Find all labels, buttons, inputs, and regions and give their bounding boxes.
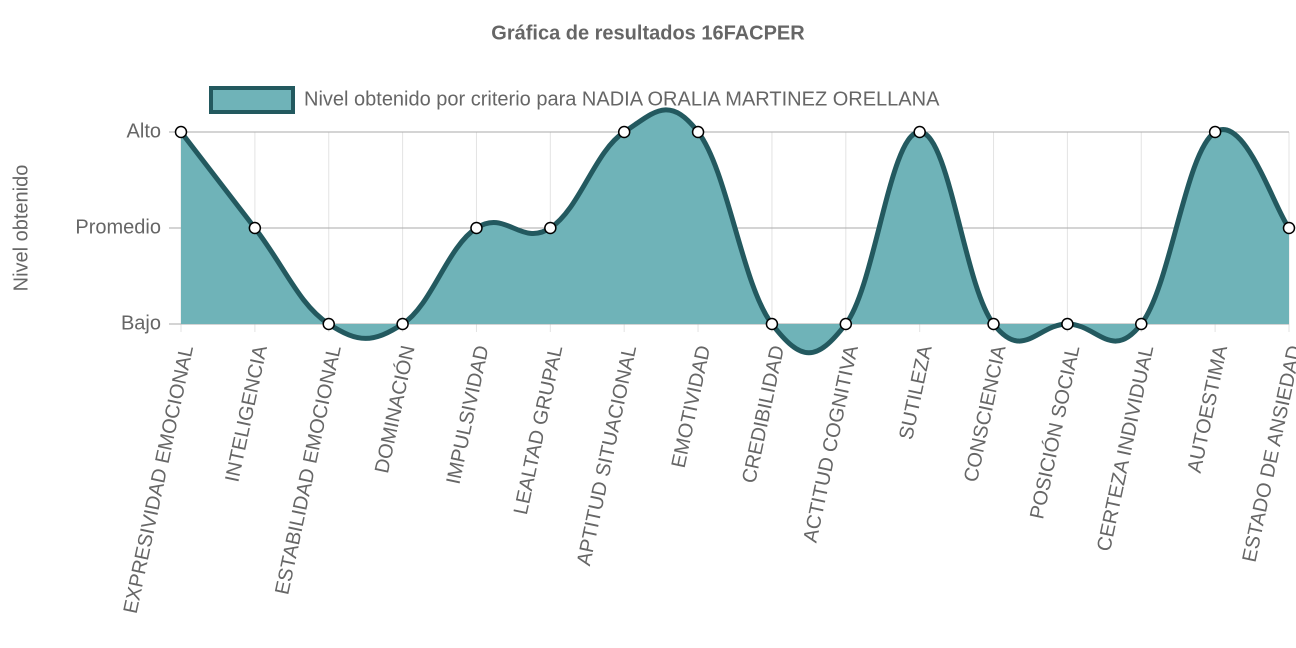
point <box>1135 317 1148 331</box>
point <box>987 317 1000 331</box>
point <box>470 221 483 235</box>
x-tick-label: SUTILEZA <box>895 343 937 442</box>
point <box>248 221 262 235</box>
point <box>174 125 188 139</box>
point <box>617 125 631 139</box>
point <box>544 221 557 235</box>
x-tick-label: CONSCIENCIA <box>960 343 1011 484</box>
point <box>913 125 926 139</box>
x-tick-label: ESTABILIDAD EMOCIONAL <box>271 344 345 597</box>
point <box>396 317 409 331</box>
x-tick-label: ESTADO DE ANSIEDAD <box>1239 344 1296 565</box>
point <box>765 317 779 331</box>
legend-label: Nivel obtenido por criterio para NADIA O… <box>304 88 940 110</box>
y-tick-label: Bajo <box>121 312 161 334</box>
point <box>839 317 853 331</box>
chart-title: Gráfica de resultados 16FACPER <box>491 22 805 44</box>
point <box>1208 125 1222 139</box>
x-tick-label: CERTEZA INDIVIDUAL <box>1093 344 1158 554</box>
line <box>179 107 1292 356</box>
point <box>1061 317 1074 331</box>
point <box>322 317 335 331</box>
x-tick-label: LEALTAD GRUPAL <box>510 344 567 517</box>
y-tick-label: Promedio <box>75 216 161 238</box>
x-tick-label: POSICIÓN SOCIAL <box>1025 343 1084 521</box>
x-tick-label: INTELIGENCIA <box>222 343 273 484</box>
x-tick-label: EXPRESIVIDAD EMOCIONAL <box>120 344 198 616</box>
x-tick-label: AUTOESTIMA <box>1184 343 1233 475</box>
x-tick-label: ACTITUD COGNITIVA <box>800 343 863 545</box>
x-tick-label: IMPULSIVIDAD <box>443 344 494 487</box>
y-axis-label: Nivel obtenido <box>10 165 32 292</box>
x-tick-label: APTITUD SITUACIONAL <box>573 344 641 568</box>
y-tick-label: Alto <box>127 120 161 142</box>
point <box>1282 221 1296 235</box>
x-tick-label: CREDIBILIDAD <box>738 344 789 486</box>
legend-swatch <box>209 86 295 114</box>
x-tick-label: EMOTIVIDAD <box>668 344 715 470</box>
point <box>691 125 705 139</box>
x-tick-label: DOMINACIÓN <box>370 343 420 475</box>
